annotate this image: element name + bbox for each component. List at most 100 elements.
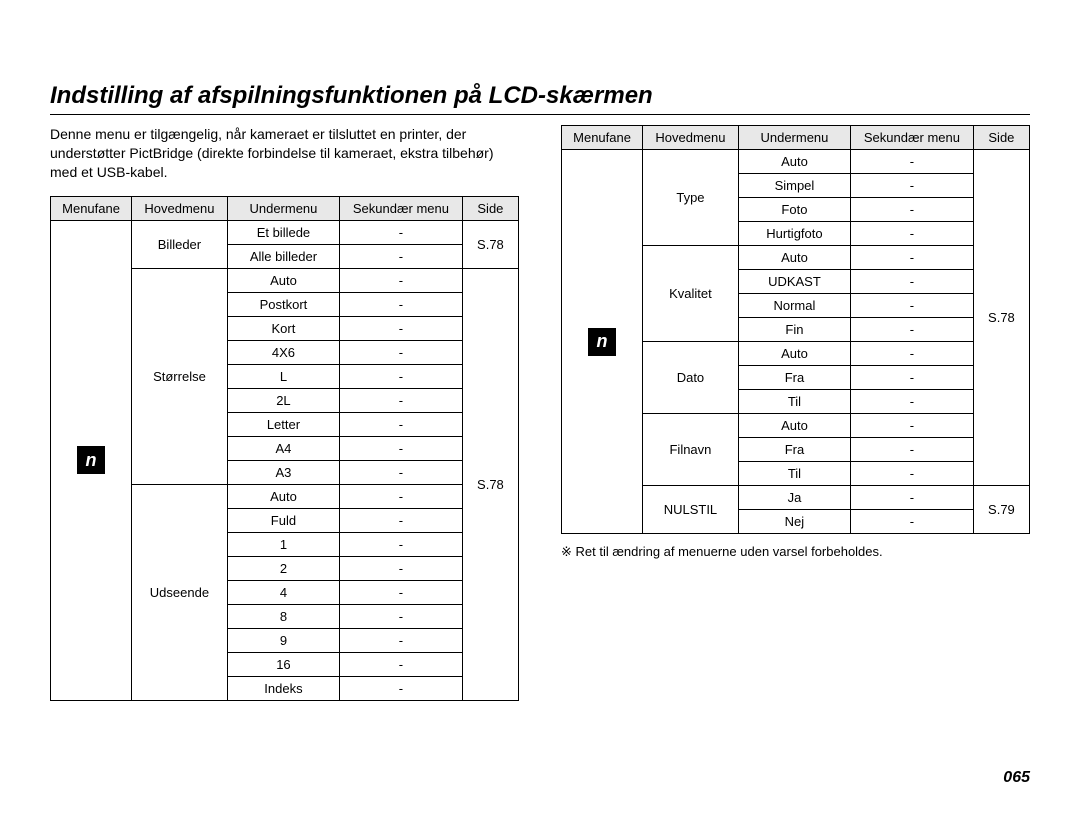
print-icon: n — [77, 446, 105, 474]
side-cell: S.79 — [973, 486, 1029, 534]
sekundaer-cell: - — [340, 532, 463, 556]
content-columns: Denne menu er tilgængelig, når kameraet … — [50, 125, 1030, 701]
col-side: Side — [973, 126, 1029, 150]
hovedmenu-cell: Udseende — [132, 484, 228, 700]
sekundaer-cell: - — [340, 412, 463, 436]
sekundaer-cell: - — [340, 580, 463, 604]
sekundaer-cell: - — [340, 604, 463, 628]
undermenu-cell: Auto — [738, 414, 850, 438]
undermenu-cell: Indeks — [227, 676, 339, 700]
undermenu-cell: 4 — [227, 580, 339, 604]
undermenu-cell: Alle billeder — [227, 244, 339, 268]
undermenu-cell: Auto — [738, 246, 850, 270]
sekundaer-cell: - — [340, 316, 463, 340]
table-header-row: Menufane Hovedmenu Undermenu Sekundær me… — [562, 126, 1030, 150]
sekundaer-cell: - — [851, 414, 974, 438]
footnote: ※ Ret til ændring af menuerne uden varse… — [561, 544, 1030, 560]
col-menufane: Menufane — [51, 196, 132, 220]
intro-paragraph: Denne menu er tilgængelig, når kameraet … — [50, 125, 519, 182]
sekundaer-cell: - — [340, 340, 463, 364]
undermenu-cell: Foto — [738, 198, 850, 222]
sekundaer-cell: - — [340, 556, 463, 580]
page-title: Indstilling af afspilningsfunktionen på … — [50, 82, 1030, 115]
undermenu-cell: Auto — [738, 342, 850, 366]
sekundaer-cell: - — [851, 486, 974, 510]
undermenu-cell: Fuld — [227, 508, 339, 532]
sekundaer-cell: - — [340, 388, 463, 412]
hovedmenu-cell: Filnavn — [643, 414, 739, 486]
menufane-cell: n — [51, 220, 132, 700]
undermenu-cell: Fin — [738, 318, 850, 342]
undermenu-cell: A3 — [227, 460, 339, 484]
undermenu-cell: 4X6 — [227, 340, 339, 364]
side-cell: S.78 — [973, 150, 1029, 486]
right-column: Menufane Hovedmenu Undermenu Sekundær me… — [561, 125, 1030, 560]
sekundaer-cell: - — [851, 222, 974, 246]
sekundaer-cell: - — [340, 268, 463, 292]
undermenu-cell: 2L — [227, 388, 339, 412]
sekundaer-cell: - — [851, 294, 974, 318]
sekundaer-cell: - — [340, 244, 463, 268]
undermenu-cell: Til — [738, 390, 850, 414]
sekundaer-cell: - — [340, 460, 463, 484]
col-side: Side — [462, 196, 518, 220]
sekundaer-cell: - — [851, 462, 974, 486]
col-hovedmenu: Hovedmenu — [132, 196, 228, 220]
col-menufane: Menufane — [562, 126, 643, 150]
undermenu-cell: Postkort — [227, 292, 339, 316]
sekundaer-cell: - — [340, 436, 463, 460]
undermenu-cell: Kort — [227, 316, 339, 340]
sekundaer-cell: - — [340, 364, 463, 388]
undermenu-cell: 16 — [227, 652, 339, 676]
undermenu-cell: Auto — [738, 150, 850, 174]
col-sekundaer: Sekundær menu — [851, 126, 974, 150]
sekundaer-cell: - — [340, 628, 463, 652]
hovedmenu-cell: NULSTIL — [643, 486, 739, 534]
sekundaer-cell: - — [851, 366, 974, 390]
sekundaer-cell: - — [851, 150, 974, 174]
undermenu-cell: Auto — [227, 268, 339, 292]
sekundaer-cell: - — [340, 652, 463, 676]
undermenu-cell: Fra — [738, 366, 850, 390]
hovedmenu-cell: Billeder — [132, 220, 228, 268]
sekundaer-cell: - — [851, 318, 974, 342]
print-icon: n — [588, 328, 616, 356]
undermenu-cell: Letter — [227, 412, 339, 436]
sekundaer-cell: - — [851, 174, 974, 198]
undermenu-cell: Nej — [738, 510, 850, 534]
sekundaer-cell: - — [340, 508, 463, 532]
table-row: nTypeAuto-S.78 — [562, 150, 1030, 174]
undermenu-cell: Et billede — [227, 220, 339, 244]
table-row: nBillederEt billede-S.78 — [51, 220, 519, 244]
left-table: Menufane Hovedmenu Undermenu Sekundær me… — [50, 196, 519, 701]
sekundaer-cell: - — [851, 510, 974, 534]
undermenu-cell: Til — [738, 462, 850, 486]
col-undermenu: Undermenu — [227, 196, 339, 220]
hovedmenu-cell: Dato — [643, 342, 739, 414]
sekundaer-cell: - — [340, 220, 463, 244]
page-number: 065 — [1003, 769, 1030, 787]
sekundaer-cell: - — [851, 438, 974, 462]
undermenu-cell: UDKAST — [738, 270, 850, 294]
hovedmenu-cell: Størrelse — [132, 268, 228, 484]
side-cell: S.78 — [462, 220, 518, 268]
left-column: Denne menu er tilgængelig, når kameraet … — [50, 125, 519, 701]
sekundaer-cell: - — [851, 246, 974, 270]
undermenu-cell: 9 — [227, 628, 339, 652]
undermenu-cell: A4 — [227, 436, 339, 460]
undermenu-cell: Fra — [738, 438, 850, 462]
sekundaer-cell: - — [851, 198, 974, 222]
sekundaer-cell: - — [851, 390, 974, 414]
sekundaer-cell: - — [340, 676, 463, 700]
undermenu-cell: L — [227, 364, 339, 388]
side-cell: S.78 — [462, 268, 518, 700]
undermenu-cell: Simpel — [738, 174, 850, 198]
col-undermenu: Undermenu — [738, 126, 850, 150]
undermenu-cell: 1 — [227, 532, 339, 556]
undermenu-cell: Auto — [227, 484, 339, 508]
col-sekundaer: Sekundær menu — [340, 196, 463, 220]
col-hovedmenu: Hovedmenu — [643, 126, 739, 150]
menufane-cell: n — [562, 150, 643, 534]
sekundaer-cell: - — [340, 292, 463, 316]
right-table: Menufane Hovedmenu Undermenu Sekundær me… — [561, 125, 1030, 534]
